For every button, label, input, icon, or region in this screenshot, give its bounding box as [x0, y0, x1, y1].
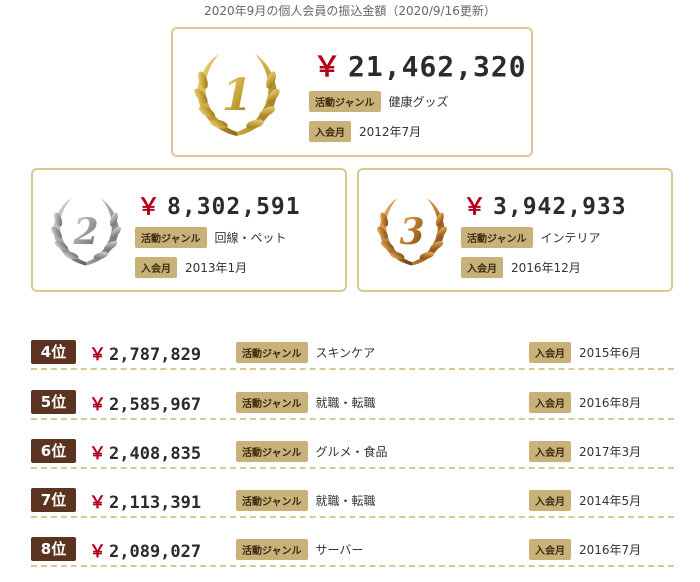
joined-row: 入会月 2016年12月	[461, 257, 581, 278]
rank-1-card: 1 ￥ 21,462,320 活動ジャンル 健康グッズ 入会月 2012年7月	[171, 27, 533, 157]
joined-row: 入会月 2015年6月	[529, 342, 641, 363]
genre-row: 活動ジャンル スキンケア	[236, 342, 375, 363]
page-caption: 2020年9月の個人会員の振込金額（2020/9/16更新）	[204, 4, 496, 18]
joined-row: 入会月 2012年7月	[309, 121, 421, 142]
rank-badge: 7位	[31, 488, 76, 512]
joined-tag: 入会月	[529, 441, 571, 462]
gold-laurel-icon: 1	[194, 54, 280, 136]
genre-row: 活動ジャンル グルメ・食品	[236, 441, 388, 462]
joined-tag: 入会月	[529, 490, 571, 511]
genre-value: サーバー	[315, 543, 364, 557]
rank-numeral: 2	[72, 210, 98, 253]
yen-sign: ￥	[463, 194, 487, 220]
list-item: 8位 ￥ 2,089,027 活動ジャンル サーバー 入会月 2016年7月	[31, 527, 674, 567]
amount: ￥ 2,113,391	[89, 493, 202, 513]
amount: ￥ 2,585,967	[89, 395, 202, 415]
rank-badge: 6位	[31, 439, 76, 463]
joined-value: 2014年5月	[579, 494, 642, 508]
joined-row: 入会月 2016年7月	[529, 539, 641, 560]
genre-tag: 活動ジャンル	[236, 392, 308, 413]
rank-3-card: 3 ￥ 3,942,933 活動ジャンル インテリア 入会月 2016年12月	[357, 168, 673, 292]
amount: ￥ 2,408,835	[89, 444, 202, 464]
joined-row: 入会月 2016年8月	[529, 392, 641, 413]
list-item: 5位 ￥ 2,585,967 活動ジャンル 就職・転職 入会月 2016年8月	[31, 380, 674, 420]
silver-laurel-icon: 2	[51, 198, 121, 266]
genre-value: グルメ・食品	[315, 445, 388, 459]
joined-value: 2012年7月	[359, 125, 422, 139]
genre-tag: 活動ジャンル	[461, 227, 533, 248]
genre-value: 就職・転職	[315, 494, 376, 508]
joined-value: 2013年1月	[185, 261, 248, 275]
genre-row: 活動ジャンル インテリア	[461, 227, 601, 248]
amount: ￥ 2,787,829	[89, 345, 202, 365]
list-item: 6位 ￥ 2,408,835 活動ジャンル グルメ・食品 入会月 2017年3月	[31, 429, 674, 469]
genre-tag: 活動ジャンル	[309, 91, 381, 112]
rank-badge: 5位	[31, 390, 76, 414]
amount: ￥ 3,942,933	[463, 194, 627, 220]
list-item: 4位 ￥ 2,787,829 活動ジャンル スキンケア 入会月 2015年6月	[31, 330, 674, 370]
amount: ￥ 21,462,320	[313, 50, 527, 83]
joined-row: 入会月 2013年1月	[135, 257, 247, 278]
genre-value: 就職・転職	[315, 396, 376, 410]
joined-row: 入会月 2017年3月	[529, 441, 641, 462]
joined-tag: 入会月	[309, 121, 351, 142]
joined-tag: 入会月	[135, 257, 177, 278]
bronze-laurel-icon: 3	[377, 198, 447, 266]
list-item: 7位 ￥ 2,113,391 活動ジャンル 就職・転職 入会月 2014年5月	[31, 478, 674, 518]
genre-row: 活動ジャンル 就職・転職	[236, 490, 376, 511]
joined-value: 2017年3月	[579, 445, 642, 459]
joined-tag: 入会月	[461, 257, 503, 278]
joined-value: 2016年12月	[511, 261, 581, 275]
genre-tag: 活動ジャンル	[236, 441, 308, 462]
joined-tag: 入会月	[529, 539, 571, 560]
genre-tag: 活動ジャンル	[135, 227, 207, 248]
joined-tag: 入会月	[529, 342, 571, 363]
rank-numeral: 3	[399, 210, 424, 253]
yen-sign: ￥	[313, 50, 343, 83]
rank-numeral: 1	[222, 70, 253, 121]
genre-tag: 活動ジャンル	[236, 539, 308, 560]
genre-value: スキンケア	[315, 346, 376, 360]
amount: ￥ 8,302,591	[137, 194, 301, 220]
genre-value: インテリア	[540, 231, 601, 245]
amount: ￥ 2,089,027	[89, 542, 202, 562]
genre-value: 回線・ペット	[214, 231, 287, 245]
joined-tag: 入会月	[529, 392, 571, 413]
rank-2-card: 2 ￥ 8,302,591 活動ジャンル 回線・ペット 入会月 2013年1月	[31, 168, 347, 292]
rank-badge: 4位	[31, 340, 76, 364]
genre-row: 活動ジャンル 健康グッズ	[309, 91, 449, 112]
genre-row: 活動ジャンル 回線・ペット	[135, 227, 287, 248]
rank-badge: 8位	[31, 537, 76, 561]
genre-tag: 活動ジャンル	[236, 342, 308, 363]
genre-tag: 活動ジャンル	[236, 490, 308, 511]
yen-sign: ￥	[137, 194, 161, 220]
joined-value: 2015年6月	[579, 346, 642, 360]
joined-value: 2016年7月	[579, 543, 642, 557]
joined-value: 2016年8月	[579, 396, 642, 410]
joined-row: 入会月 2014年5月	[529, 490, 641, 511]
genre-row: 活動ジャンル サーバー	[236, 539, 363, 560]
genre-value: 健康グッズ	[388, 95, 449, 109]
genre-row: 活動ジャンル 就職・転職	[236, 392, 376, 413]
